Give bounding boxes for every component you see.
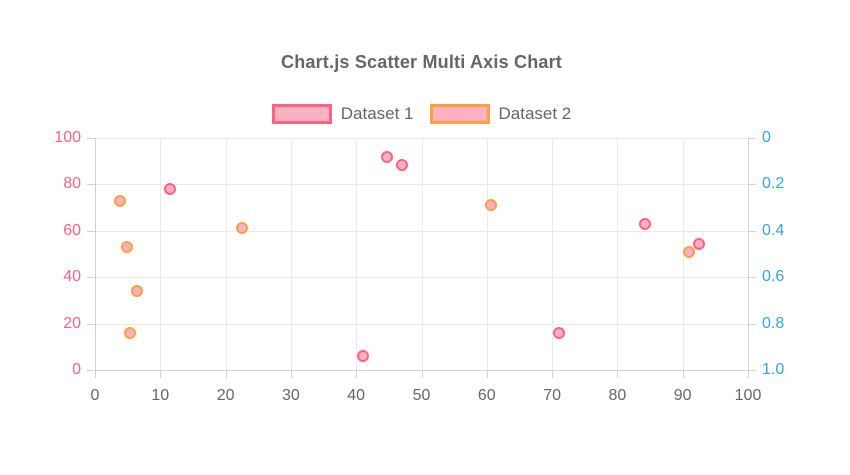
legend-label-dataset-2: Dataset 2: [498, 104, 572, 123]
gridline: [682, 138, 684, 370]
legend-label-dataset-1: Dataset 1: [340, 104, 414, 123]
y-left-tick-label: 40: [63, 268, 81, 286]
x-tick-mark: [95, 370, 96, 378]
gridline: [421, 138, 423, 370]
x-tick-mark: [552, 370, 554, 378]
y-left-tick-mark: [87, 138, 95, 139]
y-right-tick-mark: [748, 277, 756, 279]
gridline: [160, 138, 162, 370]
x-tick-mark: [748, 370, 749, 378]
x-axis-tick-label: 80: [608, 387, 627, 404]
legend-swatch-dataset-2-icon: [429, 104, 490, 124]
gridline: [225, 138, 227, 370]
y-left-tick-label: 60: [63, 221, 81, 239]
scatter-point-dataset-2[interactable]: [130, 285, 143, 298]
y-right-tick-label: 0.4: [762, 221, 785, 239]
x-axis-tick-label: 20: [216, 387, 235, 404]
y-right-tick-label: 0.8: [762, 314, 785, 332]
y-right-tick-mark: [748, 323, 756, 325]
y-right-tick-label: 1.0: [762, 361, 785, 378]
scatter-point-dataset-2[interactable]: [235, 222, 248, 235]
x-axis-tick-label: 60: [477, 387, 496, 404]
scatter-point-dataset-2[interactable]: [683, 245, 696, 258]
y-left-tick-label: 0: [72, 361, 81, 378]
y-right-tick-mark: [748, 138, 756, 139]
scatter-point-dataset-1[interactable]: [693, 237, 706, 250]
y-right-tick-label: 0.2: [762, 175, 785, 193]
y-right-tick-mark: [748, 184, 756, 186]
x-axis-tick-label: 90: [673, 387, 692, 404]
chart-title: Chart.js Scatter Multi Axis Chart: [281, 52, 562, 72]
x-axis-tick-label: 50: [412, 387, 431, 404]
y-right-axis-border: [748, 138, 749, 371]
x-axis-tick-label: 70: [543, 387, 561, 404]
legend-swatch-dataset-1-icon: [271, 104, 332, 124]
x-axis-border: [95, 370, 749, 371]
gridline: [95, 323, 748, 325]
scatter-point-dataset-1[interactable]: [164, 183, 177, 196]
y-left-tick-label: 20: [63, 314, 81, 332]
gridline: [552, 138, 554, 370]
x-tick-mark: [160, 370, 162, 378]
x-axis-tick-label: 100: [734, 387, 762, 404]
gridline: [290, 138, 292, 370]
legend-entry-dataset-2[interactable]: Dataset 2: [429, 104, 572, 124]
gridline: [617, 138, 619, 370]
scatter-point-dataset-1[interactable]: [356, 350, 369, 363]
x-tick-mark: [421, 370, 423, 378]
x-tick-mark: [617, 370, 619, 378]
chart-legend: Dataset 1 Dataset 2: [95, 102, 748, 126]
scatter-point-dataset-1[interactable]: [552, 326, 565, 339]
scatter-point-dataset-2[interactable]: [124, 326, 137, 339]
scatter-point-dataset-2[interactable]: [120, 241, 133, 254]
gridline: [95, 230, 748, 232]
y-left-axis-border: [95, 138, 96, 371]
scatter-point-dataset-2[interactable]: [113, 194, 126, 207]
x-axis-tick-label: 40: [347, 387, 366, 404]
gridline: [95, 277, 748, 279]
scatter-point-dataset-1[interactable]: [395, 158, 408, 171]
x-axis-tick-label: 30: [281, 387, 300, 404]
y-left-tick-mark: [87, 323, 95, 325]
x-tick-mark: [486, 370, 488, 378]
x-axis-tick-label: 10: [151, 387, 170, 404]
x-tick-mark: [356, 370, 358, 378]
scatter-point-dataset-2[interactable]: [485, 199, 498, 212]
gridline: [95, 138, 748, 139]
y-right-tick-mark: [748, 370, 756, 371]
y-left-tick-label: 100: [54, 129, 81, 146]
y-left-tick-mark: [87, 277, 95, 279]
y-right-tick-label: 0: [762, 129, 771, 146]
y-left-tick-mark: [87, 230, 95, 232]
x-tick-mark: [290, 370, 292, 378]
legend-entry-dataset-1[interactable]: Dataset 1: [271, 104, 414, 124]
scatter-point-dataset-1[interactable]: [380, 150, 393, 163]
y-right-tick-label: 0.6: [762, 268, 785, 286]
gridline: [356, 138, 358, 370]
x-tick-mark: [225, 370, 227, 378]
x-axis-tick-label: 0: [90, 387, 100, 404]
scatter-point-dataset-1[interactable]: [639, 217, 652, 230]
y-left-tick-mark: [87, 184, 95, 186]
y-left-tick-label: 80: [63, 175, 81, 193]
gridline: [95, 184, 748, 186]
y-right-tick-mark: [748, 230, 756, 232]
x-tick-mark: [682, 370, 684, 378]
y-left-tick-mark: [87, 370, 95, 371]
gridline: [486, 138, 488, 370]
